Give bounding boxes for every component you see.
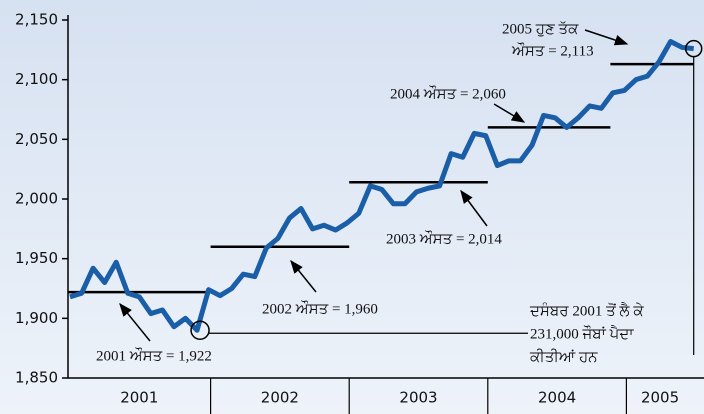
highlight-circle bbox=[190, 320, 210, 341]
annotation: ਕੀਤੀਆਂ ਹਨ bbox=[529, 348, 598, 365]
y-tick-label: 2,050 bbox=[15, 130, 58, 148]
annotation: ਦਸੰਬਰ 2001 ਤੋਂ ਲੈ ਕੇ bbox=[529, 301, 644, 319]
y-tick-label: 2,100 bbox=[15, 70, 58, 88]
x-tick-label: 2004 bbox=[538, 389, 576, 407]
arrow bbox=[119, 302, 151, 342]
y-tick-label: 1,950 bbox=[15, 249, 58, 267]
x-tick-label: 2002 bbox=[261, 389, 299, 407]
average-label: 2001 ਔਸਤ = 1,922 bbox=[96, 347, 212, 364]
y-tick-label: 2,150 bbox=[15, 11, 58, 29]
annotation: 231,000 ਜੌਬਾਂ ਪੈਦਾ bbox=[530, 325, 634, 342]
average-label: 2002 ਔਸਤ = 1,960 bbox=[262, 300, 378, 317]
arrow bbox=[584, 29, 629, 46]
arrow bbox=[460, 189, 488, 227]
x-tick-label: 2003 bbox=[399, 389, 437, 407]
x-tick-label: 2005 bbox=[641, 389, 679, 407]
y-tick-label: 2,000 bbox=[15, 190, 58, 208]
average-label: 2003 ਔਸਤ = 2,014 bbox=[386, 230, 502, 247]
arrow bbox=[290, 259, 317, 293]
y-tick-label: 1,850 bbox=[15, 369, 58, 387]
x-tick-label: 2001 bbox=[120, 389, 158, 407]
average-label: 2005 ਹੁਣ ਤੱਕ bbox=[502, 21, 579, 37]
y-tick-label: 1,900 bbox=[15, 309, 58, 327]
data-line bbox=[69, 38, 694, 333]
average-label: ਔਸਤ = 2,113 bbox=[511, 42, 594, 59]
arrow bbox=[493, 103, 526, 123]
average-label: 2004 ਔਸਤ = 2,060 bbox=[390, 85, 506, 102]
